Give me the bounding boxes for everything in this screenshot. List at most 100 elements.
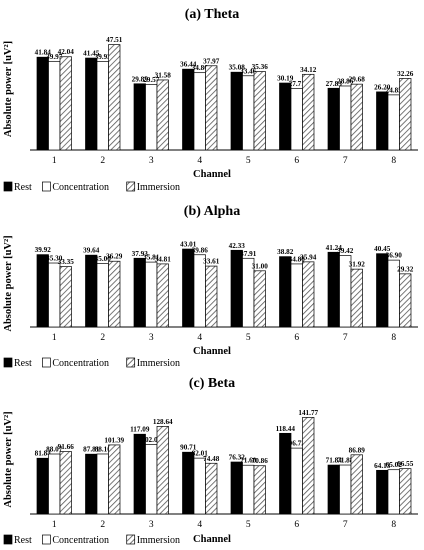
data-label: 29.85: [132, 75, 149, 83]
data-label: 27.83: [326, 80, 343, 88]
bar-rest-ch2: [85, 254, 98, 328]
bar-rest-ch3: [133, 433, 146, 515]
x-tick-label: 3: [149, 156, 154, 166]
x-axis-label: Channel: [193, 534, 231, 545]
chart-panel-2: (b) Alpha Absolute power [uV²] 1 39.9235.30…: [3, 204, 418, 369]
chart-title: (a) Theta: [185, 7, 240, 22]
legend-swatch-rest: [3, 181, 13, 192]
bar-rest-ch5: [230, 461, 243, 515]
data-label: 87.81: [83, 446, 100, 454]
x-tick-label: 5: [246, 333, 251, 343]
data-label: 31.00: [252, 262, 269, 270]
data-label: 91.66: [58, 443, 75, 451]
x-axis-label: Channel: [193, 346, 231, 357]
bar-immersion-ch5: [253, 270, 266, 328]
legend-swatch-rest: [3, 534, 13, 545]
bar-concentration-ch1: [48, 262, 61, 328]
data-label: 37.93: [132, 250, 149, 258]
data-label: 41.24: [326, 244, 343, 252]
bar-rest-ch6: [279, 82, 292, 151]
bar-immersion-ch7: [350, 454, 363, 515]
bar-rest-ch1: [36, 457, 49, 515]
data-label: 40.45: [374, 245, 391, 253]
y-axis-label: Absolute power [uV²]: [3, 411, 14, 507]
data-label: 35.08: [229, 64, 246, 72]
legend: Rest Concentration Immersion: [3, 357, 180, 369]
data-label: 42.33: [229, 242, 246, 250]
legend: Rest Concentration Immersion: [3, 181, 180, 193]
x-tick-label: 6: [294, 333, 299, 343]
bar-immersion-ch1: [59, 451, 72, 515]
data-label: 29.57: [143, 76, 160, 84]
legend-label: Rest: [14, 535, 32, 546]
x-tick-label: 4: [197, 156, 202, 166]
legend-swatch-immersion: [126, 357, 136, 368]
x-tick-label: 2: [100, 333, 105, 343]
x-tick-label: 1: [52, 520, 57, 530]
bar-rest-ch5: [230, 71, 243, 151]
data-label: 41.45: [83, 50, 100, 58]
bar-concentration-ch7: [339, 464, 352, 515]
x-tick-label: 7: [343, 520, 348, 530]
x-axis-label: Channel: [193, 169, 231, 180]
data-label: 26.20: [374, 83, 391, 91]
legend-label: Concentration: [52, 535, 109, 546]
bar-concentration-ch5: [242, 464, 255, 515]
bar-rest-ch7: [327, 87, 340, 151]
data-label: 88.10: [95, 445, 112, 453]
data-label: 31.92: [349, 261, 366, 269]
data-label: 66.55: [397, 460, 414, 468]
data-label: 27.71: [289, 80, 306, 88]
data-label: 128.64: [153, 418, 173, 426]
bar-immersion-ch6: [302, 73, 315, 151]
data-label: 39.42: [337, 247, 354, 255]
data-label: 141.77: [298, 409, 318, 417]
legend: Rest Concentration Immersion: [3, 534, 180, 546]
bar-immersion-ch7: [350, 83, 363, 151]
x-tick-label: 8: [391, 333, 396, 343]
bar-rest-ch2: [85, 57, 98, 151]
bar-immersion-ch3: [156, 426, 169, 515]
legend-label: Concentration: [52, 358, 109, 369]
data-label: 101.39: [104, 436, 124, 444]
data-label: 35.36: [252, 63, 269, 71]
data-label: 36.90: [386, 252, 403, 260]
data-label: 39.92: [35, 246, 52, 254]
data-label: 81.84: [35, 450, 52, 458]
bar-immersion-ch2: [108, 444, 121, 515]
data-label: 29.68: [349, 76, 366, 84]
bar-concentration-ch8: [387, 469, 400, 515]
legend-label: Rest: [14, 182, 32, 193]
data-label: 64.13: [374, 462, 391, 470]
x-tick-label: 3: [149, 520, 154, 530]
data-label: 76.32: [229, 454, 246, 462]
bar-rest-ch8: [376, 469, 389, 515]
y-axis-label: Absolute power [uV²]: [3, 41, 14, 137]
data-label: 39.64: [83, 247, 100, 255]
bar-immersion-ch7: [350, 268, 363, 328]
bar-immersion-ch4: [205, 65, 218, 151]
data-label: 41.84: [35, 49, 52, 57]
data-label: 37.91: [240, 250, 257, 258]
bar-immersion-ch8: [399, 273, 412, 328]
data-label: 31.58: [155, 71, 172, 79]
bar-rest-ch8: [376, 91, 389, 151]
data-label: 96.72: [289, 440, 306, 448]
data-label: 24.85: [386, 86, 403, 94]
x-tick-label: 6: [294, 156, 299, 166]
bar-concentration-ch7: [339, 85, 352, 151]
bar-immersion-ch2: [108, 44, 121, 151]
data-label: 32.26: [397, 70, 414, 78]
data-label: 39.93: [95, 53, 112, 61]
legend-label: Immersion: [137, 358, 180, 369]
bar-concentration-ch4: [193, 72, 206, 151]
bar-immersion-ch3: [156, 263, 169, 328]
x-tick-label: 7: [343, 333, 348, 343]
bar-immersion-ch6: [302, 417, 315, 515]
data-label: 38.82: [277, 248, 294, 256]
legend-swatch-rest: [3, 357, 13, 368]
bar-rest-ch7: [327, 464, 340, 515]
bar-concentration-ch2: [96, 61, 109, 151]
legend-swatch-concentration: [42, 357, 51, 368]
